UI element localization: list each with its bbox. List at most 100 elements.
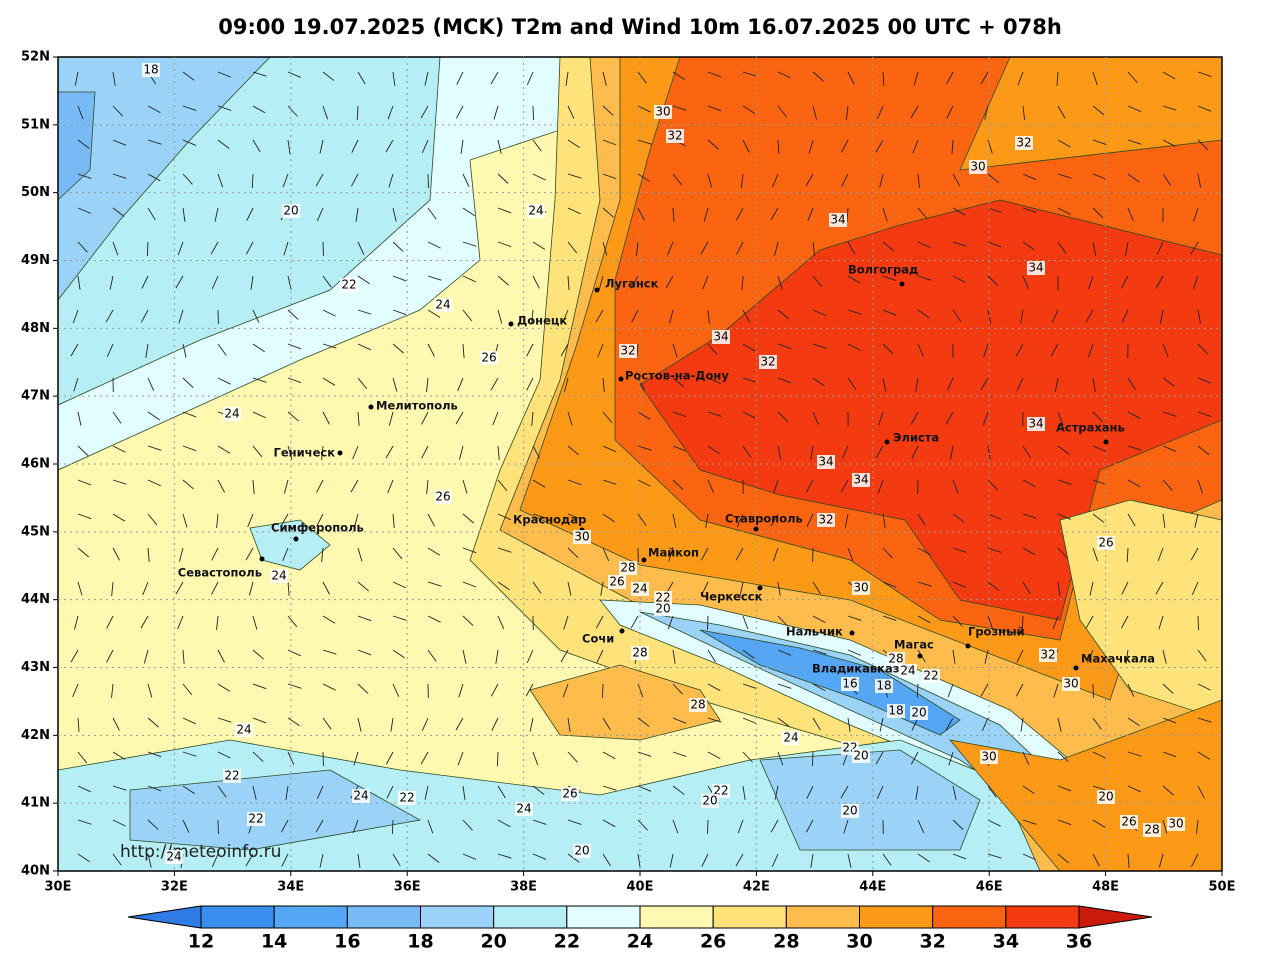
contour-label: 24 (236, 723, 251, 737)
wind-barb (952, 241, 967, 247)
city-label: Геническ (274, 446, 336, 460)
wind-barb (672, 343, 678, 358)
wind-barb (735, 853, 744, 867)
wind-barb (217, 71, 232, 78)
wind-barb (1057, 207, 1071, 215)
wind-barb (948, 751, 954, 766)
wind-barb (532, 275, 540, 289)
wind-barb (916, 683, 919, 699)
wind-barb (672, 683, 683, 695)
wind-barb (426, 377, 429, 392)
colorbar-high-arrow (1078, 905, 1153, 929)
wind-barb (77, 581, 83, 596)
wind-barb (493, 105, 499, 120)
city-dot (849, 630, 855, 636)
wind-barb (672, 717, 687, 724)
wind-barb (532, 479, 546, 488)
wind-barb (911, 717, 919, 731)
city-label: Луганск (605, 277, 659, 291)
contour-label-bg (515, 802, 533, 816)
wind-barb (248, 581, 254, 596)
wind-barb (1197, 615, 1199, 631)
wind-barb (77, 139, 90, 149)
wind-barb (1127, 853, 1130, 868)
wind-barb (987, 547, 1002, 553)
contour-label-bg (910, 706, 928, 720)
wind-barb (847, 615, 862, 621)
wind-barb (700, 547, 709, 561)
wind-barb (777, 683, 792, 689)
contour-label-bg (165, 850, 183, 864)
wind-barb (672, 479, 684, 491)
wind-barb (497, 309, 503, 324)
wind-barb (1197, 411, 1212, 417)
wind-barb (882, 71, 885, 87)
wind-barb (637, 445, 652, 451)
wind-barb (147, 173, 161, 182)
wind-barb (1190, 241, 1199, 255)
wind-barb (805, 819, 814, 833)
wind-barb (529, 717, 534, 732)
wind-barb (1057, 751, 1069, 762)
lat-label: 51N (21, 117, 50, 132)
wind-barb (357, 343, 371, 351)
contour-label: 30 (655, 105, 670, 119)
wind-barb (1085, 309, 1094, 323)
wind-barb (211, 581, 219, 595)
lon-label: 34E (277, 880, 304, 895)
wind-barb (847, 241, 856, 255)
contour-label: 26 (1098, 536, 1113, 550)
wind-barb (420, 751, 429, 765)
wind-barb (147, 547, 150, 562)
wind-barb (705, 513, 709, 528)
wind-barb (182, 819, 190, 833)
wind-barb (1015, 683, 1024, 697)
wind-barb (602, 445, 616, 453)
wind-barb (847, 547, 854, 562)
wind-barb (567, 445, 580, 456)
wind-barb (147, 139, 162, 145)
wind-barb (357, 615, 372, 622)
wind-barb (421, 445, 429, 459)
wind-barb (427, 207, 437, 220)
wind-barb (917, 275, 932, 281)
wind-barb (282, 547, 289, 562)
contour-label-bg (852, 581, 870, 595)
contour-label-bg (223, 407, 241, 421)
wind-barb (847, 377, 857, 390)
contour-label: 26 (562, 787, 577, 801)
wind-barb (1057, 785, 1072, 792)
wind-barb (1051, 309, 1059, 323)
wind-barb (672, 819, 679, 834)
wind-barb (1193, 207, 1199, 222)
contour-label-bg (654, 602, 672, 616)
city-label: Донецк (517, 314, 567, 328)
wind-barb (532, 445, 541, 459)
contour-label: 30 (1063, 677, 1078, 691)
wind-barb (357, 309, 372, 315)
wind-barb (112, 411, 122, 424)
lon-label: 48E (1092, 880, 1119, 895)
wind-barb (427, 309, 441, 318)
wind-barb (1057, 853, 1069, 864)
wind-barb (987, 819, 1001, 827)
wind-barb (952, 615, 963, 627)
wind-barb (462, 649, 467, 664)
city-label: Майкоп (648, 546, 699, 560)
city-dot (293, 536, 299, 542)
wind-barb (811, 751, 814, 767)
wind-barb (846, 207, 849, 222)
wind-barb (602, 751, 616, 760)
city-label: Махачкала (1081, 652, 1155, 666)
contour-label: 16 (842, 677, 857, 691)
wind-barb (462, 343, 465, 358)
wind-barb (777, 71, 791, 79)
wind-barb (877, 479, 884, 494)
wind-barb (287, 615, 298, 628)
contour-label-bg (631, 582, 649, 596)
wind-barb (1120, 615, 1129, 629)
colorbar-label: 36 (1066, 931, 1092, 953)
lon-label: 46E (976, 880, 1003, 895)
wind-barb (1162, 445, 1177, 452)
contour-label: 26 (435, 490, 450, 504)
